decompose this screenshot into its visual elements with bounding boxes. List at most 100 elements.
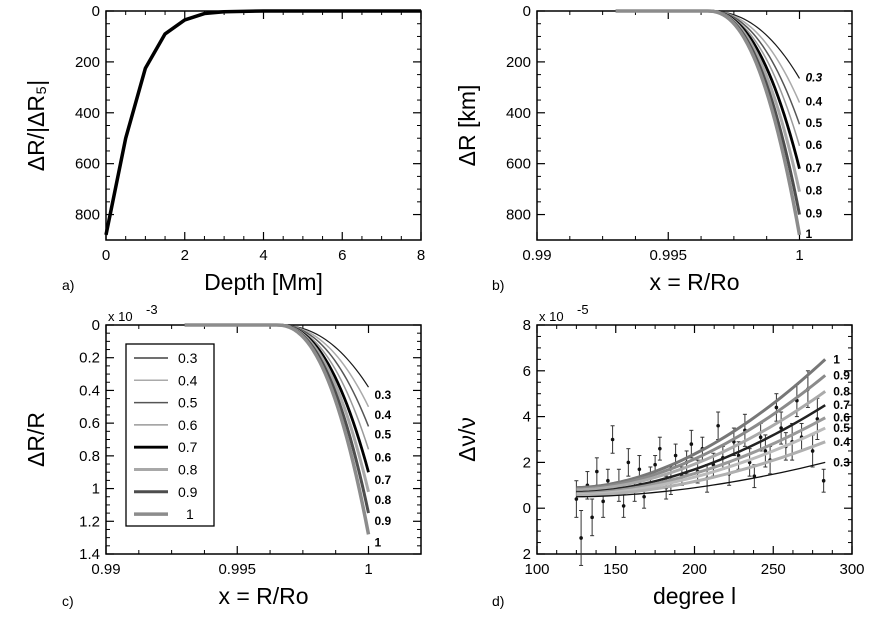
curve-label: 0.7 bbox=[806, 161, 823, 175]
data-point bbox=[579, 536, 583, 540]
y-tick-label: 0 bbox=[92, 317, 100, 334]
data-point bbox=[626, 460, 631, 465]
curve-label: 0.4 bbox=[375, 408, 392, 422]
y-multiplier-label: x 10 bbox=[108, 309, 133, 324]
curve-label: 0.4 bbox=[833, 435, 850, 449]
data-point bbox=[637, 467, 642, 472]
legend-label: 0.6 bbox=[178, 417, 198, 433]
y-tick-label: 800 bbox=[506, 207, 531, 224]
y-tick-label: 200 bbox=[506, 54, 531, 71]
x-tick-label: 150 bbox=[603, 561, 628, 578]
legend-label: 1 bbox=[186, 506, 194, 522]
legend-label: 0.4 bbox=[178, 372, 198, 388]
x-tick-label: 1 bbox=[795, 247, 803, 264]
y-tick-label: 0.2 bbox=[79, 350, 100, 367]
data-point bbox=[658, 446, 662, 451]
data-point bbox=[774, 405, 779, 410]
x-axis-title: Depth [Mm] bbox=[204, 269, 323, 295]
model-curve-0-3 bbox=[576, 461, 826, 498]
x-tick-label: 0.995 bbox=[649, 247, 687, 264]
curve-label: 0.5 bbox=[833, 421, 850, 435]
y-tick-label: 0 bbox=[523, 500, 531, 517]
y-multiplier-label: x 10 bbox=[539, 309, 564, 324]
y-tick-label: 0.6 bbox=[79, 415, 100, 432]
y-tick-label: 1.2 bbox=[79, 513, 100, 530]
panel-a: 0 2 4 6 8 0 200 400 600 800 Depth [Mm] ΔR/|ΔR₅| a) bbox=[23, 3, 425, 295]
data-point bbox=[673, 453, 678, 458]
y-tick-label: 6 bbox=[523, 363, 531, 380]
panel-letter: c) bbox=[62, 593, 74, 609]
y-tick-label: 600 bbox=[75, 156, 100, 173]
y-tick-label: 1.4 bbox=[79, 546, 100, 563]
curve-1 bbox=[615, 9, 802, 236]
plot-frame bbox=[536, 324, 853, 555]
data-point bbox=[815, 417, 820, 421]
curve-label: 0.6 bbox=[833, 411, 850, 425]
y-axis-title: ΔR/|ΔR₅| bbox=[23, 80, 49, 172]
y-multiplier-exponent: -5 bbox=[577, 302, 589, 317]
x-tick-label: 4 bbox=[259, 247, 267, 264]
x-tick-label: 8 bbox=[417, 247, 425, 264]
curve-label: 0.9 bbox=[375, 514, 392, 528]
curve-label: 0.3 bbox=[833, 455, 850, 469]
y-tick-label: 2 bbox=[523, 546, 531, 563]
data-point bbox=[821, 478, 826, 483]
x-tick-label: 200 bbox=[682, 561, 707, 578]
legend-box bbox=[125, 343, 215, 527]
model-curve-0-4 bbox=[576, 440, 826, 498]
data-point bbox=[779, 426, 783, 430]
curve-label: 0.7 bbox=[375, 473, 392, 487]
model-curve-0-5 bbox=[576, 426, 826, 496]
data-point bbox=[689, 442, 694, 446]
panel-d: 100 150 200 250 300 2 0 2 4 6 8 degree l Δν/ν x 10 -5 d… bbox=[454, 302, 865, 609]
data-point bbox=[758, 435, 763, 440]
curve-label: 0.8 bbox=[806, 184, 823, 198]
y-axis-title: ΔR/R bbox=[23, 412, 49, 467]
y-tick-label: 8 bbox=[523, 317, 531, 334]
panel-letter: d) bbox=[492, 593, 504, 609]
x-axis-title: x = R/Ro bbox=[218, 583, 308, 609]
curve-label: 0.8 bbox=[375, 493, 392, 507]
curve-label: 0.8 bbox=[833, 384, 850, 398]
legend-label: 0.3 bbox=[178, 350, 198, 366]
panel-b: 0.99 0.995 1 0 200 400 600 800 x = R/Ro ΔR [km] b)… bbox=[454, 3, 853, 295]
model-curve-0-7 bbox=[576, 404, 826, 494]
curve-label: 0.6 bbox=[375, 450, 392, 464]
data-point bbox=[653, 462, 657, 467]
x-tick-label: 0 bbox=[102, 247, 110, 264]
curve-label: 0.9 bbox=[833, 368, 850, 382]
curve-label: 0.3 bbox=[375, 388, 392, 402]
profile-line bbox=[104, 9, 421, 236]
legend-label: 0.5 bbox=[178, 395, 198, 411]
model-curve-1 bbox=[576, 358, 827, 490]
y-axis-title: Δν/ν bbox=[454, 417, 480, 462]
y-tick-label: 200 bbox=[75, 54, 100, 71]
model-curve-0-8 bbox=[576, 390, 827, 492]
y-tick-label: 2 bbox=[523, 454, 531, 471]
legend-label: 0.9 bbox=[178, 484, 198, 500]
x-tick-label: 1 bbox=[364, 561, 372, 578]
data-point bbox=[574, 497, 579, 501]
curve-label: 1 bbox=[375, 535, 382, 549]
y-tick-label: 1 bbox=[92, 481, 100, 498]
curve-1 bbox=[184, 323, 371, 535]
panel-letter: a) bbox=[62, 277, 74, 293]
x-tick-label: 0.99 bbox=[522, 247, 551, 264]
data-point bbox=[606, 478, 610, 483]
data-point bbox=[595, 469, 599, 474]
curve-label: 0.4 bbox=[806, 95, 823, 109]
x-tick-label: 250 bbox=[761, 561, 786, 578]
y-tick-label: 4 bbox=[523, 409, 531, 426]
curve-label: 0.3 bbox=[806, 70, 823, 84]
x-tick-label: 0.99 bbox=[91, 561, 120, 578]
panel-c: 0.99 0.995 1 0 0.2 0.4 0.6 0.8 1 1.2 1.4 x = R/Ro ΔR… bbox=[23, 302, 422, 609]
y-multiplier-exponent: -3 bbox=[146, 302, 158, 317]
legend-label: 0.8 bbox=[178, 462, 198, 478]
x-tick-label: 2 bbox=[181, 247, 189, 264]
x-axis-title: x = R/Ro bbox=[649, 269, 739, 295]
data-point bbox=[610, 437, 615, 442]
curve-label: 0.6 bbox=[806, 138, 823, 152]
data-point bbox=[621, 504, 626, 508]
x-tick-label: 6 bbox=[338, 247, 346, 264]
curve-label: 0.5 bbox=[375, 427, 392, 441]
